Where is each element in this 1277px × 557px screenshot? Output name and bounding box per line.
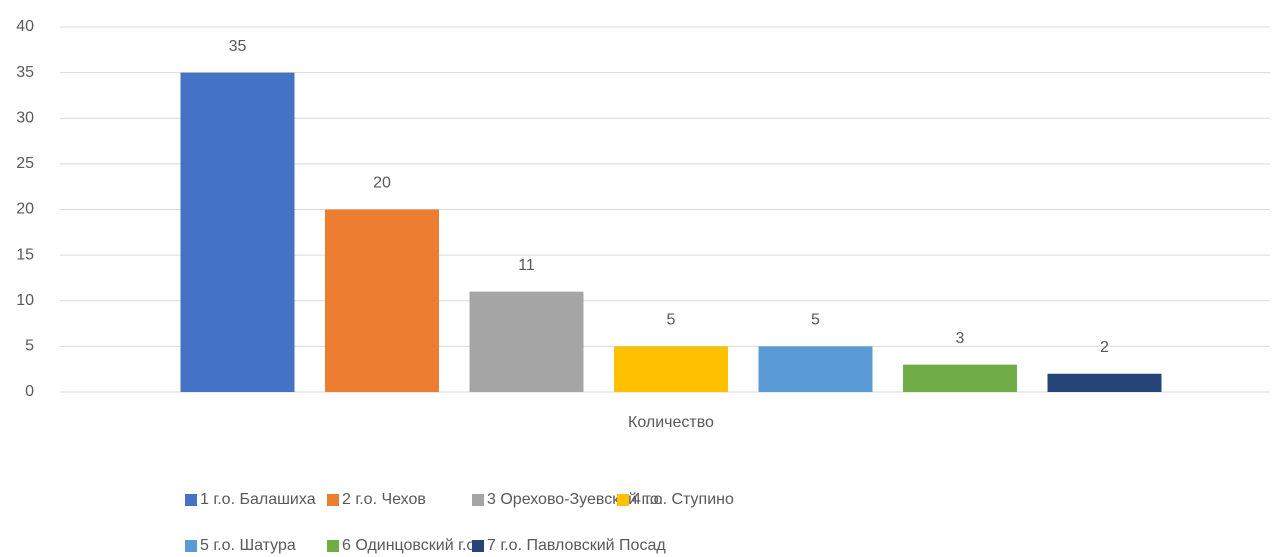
legend-label: 5 г.о. Шатура: [200, 537, 296, 554]
data-label: 2: [1100, 339, 1109, 356]
legend-swatch: [185, 494, 197, 506]
legend-label: 1 г.о. Балашиха: [200, 491, 316, 508]
bar: [469, 291, 584, 392]
data-label: 5: [811, 312, 820, 329]
bar: [1047, 373, 1162, 392]
y-tick-label: 40: [16, 18, 34, 35]
legend-label: 4 г.о. Ступино: [632, 491, 734, 508]
legend-label: 2 г.о. Чехов: [342, 491, 426, 508]
bar: [180, 72, 295, 392]
y-tick-label: 10: [16, 292, 34, 309]
legend-swatch: [472, 540, 484, 552]
bar: [614, 346, 728, 392]
legend-swatch: [185, 540, 197, 552]
y-tick-label: 0: [25, 383, 34, 400]
y-tick-label: 5: [25, 338, 34, 355]
legend-swatch: [327, 540, 339, 552]
data-label: 20: [373, 175, 391, 192]
data-label: 3: [956, 330, 965, 347]
bar: [903, 364, 1017, 392]
legend-label: 7 г.о. Павловский Посад: [487, 537, 666, 554]
data-label: 11: [518, 257, 535, 274]
legend-swatch: [472, 494, 484, 506]
legend-swatch: [617, 494, 629, 506]
y-tick-label: 20: [16, 201, 34, 218]
x-tick-label: Количество: [628, 414, 714, 431]
bar: [325, 209, 439, 392]
y-tick-label: 30: [16, 109, 34, 126]
y-tick-label: 35: [16, 64, 34, 81]
y-tick-label: 25: [16, 155, 34, 172]
data-label: 35: [229, 38, 247, 55]
y-tick-label: 15: [16, 246, 34, 263]
legend-swatch: [327, 494, 339, 506]
legend-label: 6 Одинцовский г.о.: [342, 537, 480, 554]
data-label: 5: [667, 312, 676, 329]
bar: [758, 346, 873, 392]
